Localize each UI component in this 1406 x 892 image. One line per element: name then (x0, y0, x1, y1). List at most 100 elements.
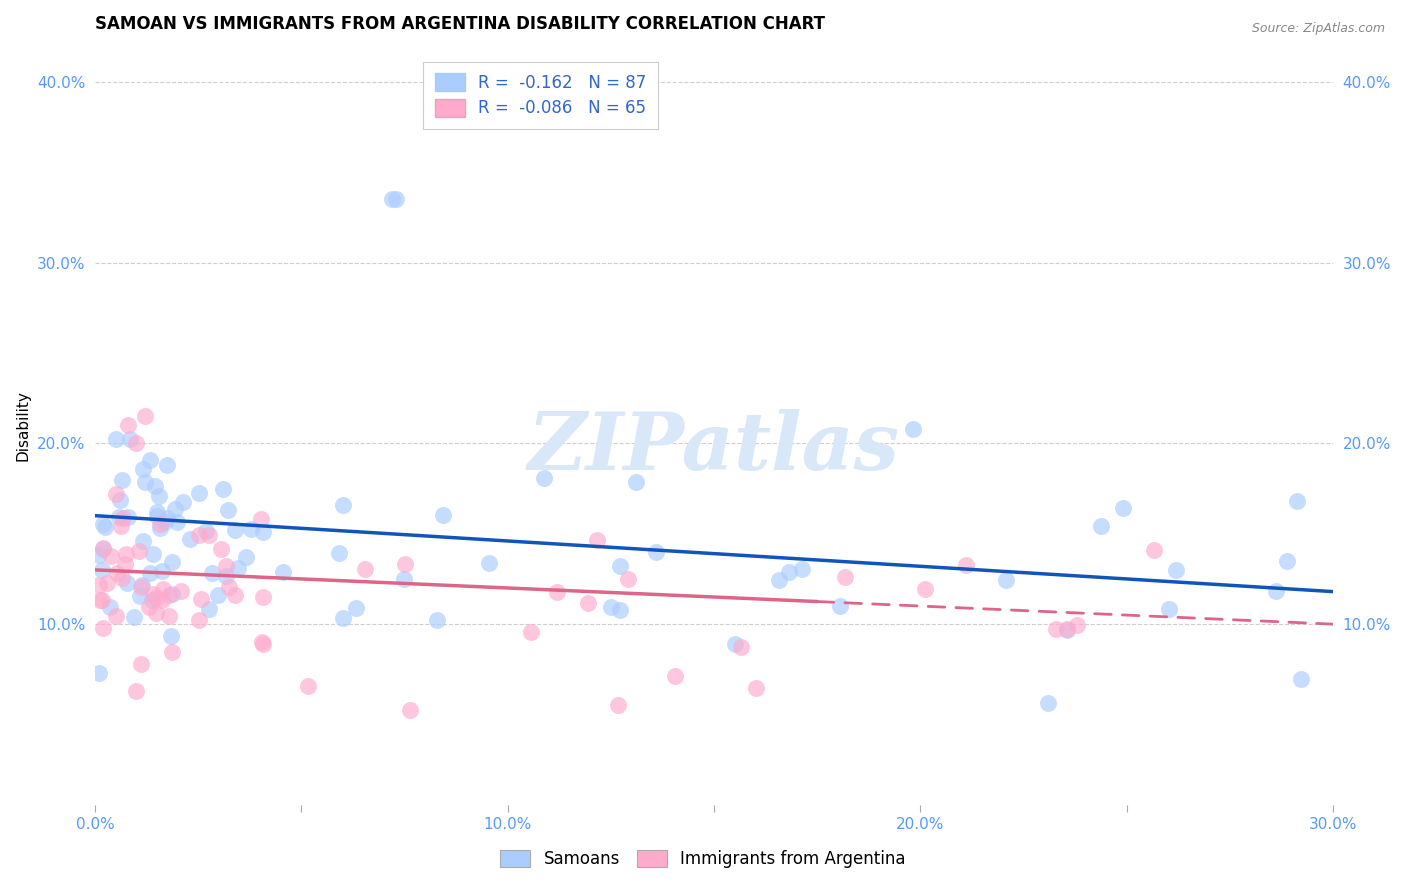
Point (914, 582, 936, 596)
Point (834, 570, 856, 584)
Point (134, 409, 156, 424)
Point (1036, 696, 1059, 710)
Point (1166, 563, 1188, 577)
Point (1291, 672, 1313, 686)
Point (778, 565, 800, 579)
Point (129, 589, 152, 603)
Point (93, 621, 115, 635)
Point (190, 591, 212, 606)
Point (188, 528, 211, 542)
Point (132, 533, 155, 548)
Point (111, 571, 134, 585)
Point (385, 192, 408, 206)
Point (149, 517, 172, 532)
Point (381, 192, 404, 206)
Point (139, 566, 162, 581)
Point (194, 524, 217, 538)
Point (426, 613, 449, 627)
Point (209, 541, 232, 556)
Point (235, 550, 257, 565)
Point (138, 599, 160, 614)
Point (146, 505, 169, 519)
Point (114, 547, 136, 561)
Point (128, 544, 150, 558)
Point (98, 599, 121, 614)
Point (332, 611, 354, 625)
Point (146, 509, 169, 524)
Text: ZIPatlas: ZIPatlas (527, 409, 900, 487)
Point (125, 436, 148, 450)
Point (1112, 500, 1135, 515)
Point (149, 521, 172, 535)
Point (91, 563, 114, 577)
Point (792, 562, 814, 576)
Point (150, 564, 173, 578)
Point (606, 698, 628, 713)
Point (585, 533, 607, 547)
Point (160, 586, 183, 600)
Point (644, 544, 666, 558)
Point (96, 575, 118, 590)
Point (156, 458, 179, 472)
Point (156, 511, 179, 525)
Point (145, 591, 167, 605)
Point (104, 432, 127, 446)
Point (160, 555, 183, 569)
Point (354, 562, 377, 576)
Point (609, 603, 631, 617)
Point (250, 635, 273, 649)
Point (170, 583, 193, 598)
Point (207, 588, 229, 602)
Point (249, 512, 271, 526)
Point (218, 580, 240, 594)
Point (198, 528, 221, 542)
Point (114, 558, 136, 572)
Point (297, 679, 319, 693)
Point (152, 582, 174, 596)
Point (211, 482, 233, 496)
Point (240, 522, 263, 536)
Point (546, 585, 568, 599)
Point (226, 561, 249, 575)
Point (166, 515, 188, 529)
Point (664, 669, 686, 683)
Point (141, 593, 163, 607)
Point (93, 516, 115, 531)
Point (94, 519, 117, 533)
Point (148, 489, 170, 503)
Point (145, 607, 167, 621)
Point (252, 590, 274, 604)
Point (332, 498, 354, 512)
Point (344, 601, 367, 615)
Text: SAMOAN VS IMMIGRANTS FROM ARGENTINA DISABILITY CORRELATION CHART: SAMOAN VS IMMIGRANTS FROM ARGENTINA DISA… (96, 15, 825, 33)
Point (723, 637, 745, 651)
Point (1066, 618, 1088, 632)
Point (188, 613, 211, 627)
Point (198, 601, 221, 615)
Point (519, 624, 541, 639)
Point (955, 558, 977, 573)
Point (187, 485, 209, 500)
Y-axis label: Disability: Disability (15, 390, 30, 461)
Point (478, 556, 501, 570)
Point (1275, 554, 1298, 568)
Point (901, 422, 924, 436)
Point (163, 501, 186, 516)
Point (214, 559, 236, 574)
Point (1045, 623, 1067, 637)
Point (394, 572, 416, 586)
Point (104, 609, 127, 624)
Point (252, 524, 274, 539)
Point (117, 575, 139, 590)
Legend: Samoans, Immigrants from Argentina: Samoans, Immigrants from Argentina (494, 843, 912, 875)
Point (108, 509, 131, 524)
Point (432, 508, 454, 522)
Point (111, 511, 134, 525)
Text: Source: ZipAtlas.com: Source: ZipAtlas.com (1251, 22, 1385, 36)
Point (1159, 602, 1181, 616)
Point (100, 549, 122, 563)
Point (617, 572, 640, 586)
Point (111, 473, 134, 487)
Point (129, 657, 152, 671)
Point (1143, 542, 1166, 557)
